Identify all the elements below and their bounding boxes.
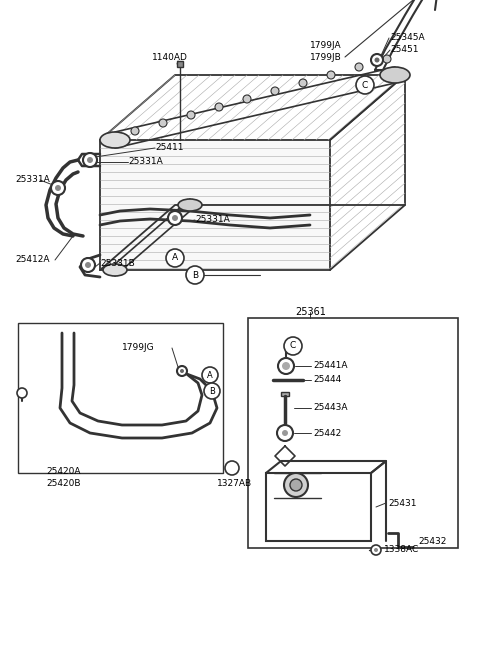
Text: 25442: 25442: [313, 428, 341, 438]
Circle shape: [277, 425, 293, 441]
Circle shape: [81, 258, 95, 272]
Circle shape: [271, 87, 279, 95]
Text: 25411: 25411: [155, 143, 183, 153]
Circle shape: [177, 366, 187, 376]
Circle shape: [55, 185, 61, 191]
Text: 25420A: 25420A: [46, 466, 81, 476]
Text: C: C: [290, 341, 296, 350]
Text: 25444: 25444: [313, 375, 341, 384]
Circle shape: [215, 103, 223, 111]
Circle shape: [383, 55, 391, 63]
Text: 25361: 25361: [295, 307, 326, 317]
Circle shape: [282, 362, 290, 370]
Text: 25441A: 25441A: [313, 362, 348, 371]
Circle shape: [371, 54, 383, 66]
Text: 25331B: 25331B: [100, 259, 135, 267]
Text: 25420B: 25420B: [46, 479, 81, 489]
Circle shape: [243, 95, 251, 103]
Circle shape: [284, 337, 302, 355]
Text: 25443A: 25443A: [313, 403, 348, 413]
Circle shape: [83, 153, 97, 167]
Circle shape: [186, 266, 204, 284]
Circle shape: [374, 548, 378, 552]
Circle shape: [87, 157, 93, 163]
Circle shape: [225, 461, 239, 475]
Circle shape: [356, 76, 374, 94]
Circle shape: [204, 383, 220, 399]
Circle shape: [284, 473, 308, 497]
Circle shape: [51, 181, 65, 195]
Circle shape: [180, 369, 184, 373]
Circle shape: [131, 127, 139, 135]
Circle shape: [85, 262, 91, 268]
Circle shape: [187, 111, 195, 119]
Circle shape: [166, 249, 184, 267]
Text: 1140AD: 1140AD: [152, 52, 188, 62]
Circle shape: [278, 358, 294, 374]
Circle shape: [299, 79, 307, 87]
Text: 1799JG: 1799JG: [122, 343, 155, 352]
Text: 25432: 25432: [418, 536, 446, 546]
Text: 25451: 25451: [390, 45, 419, 54]
Text: 1799JA: 1799JA: [310, 41, 342, 50]
Text: B: B: [209, 386, 215, 396]
Bar: [18, 323, 223, 473]
Text: 25431: 25431: [388, 498, 417, 508]
Circle shape: [282, 430, 288, 436]
Circle shape: [17, 388, 27, 398]
Bar: [281, 392, 289, 396]
Text: 1338AC: 1338AC: [384, 546, 419, 555]
Circle shape: [374, 58, 380, 62]
Text: A: A: [207, 371, 213, 379]
Circle shape: [355, 63, 363, 71]
Circle shape: [327, 71, 335, 79]
Bar: [177, 61, 183, 67]
Circle shape: [168, 211, 182, 225]
Text: 25345A: 25345A: [390, 33, 425, 43]
Ellipse shape: [178, 199, 202, 211]
Text: 1327AB: 1327AB: [217, 479, 252, 489]
Ellipse shape: [103, 264, 127, 276]
Circle shape: [290, 479, 302, 491]
Bar: [266, 473, 371, 541]
Text: 25331A: 25331A: [15, 176, 50, 185]
Circle shape: [202, 367, 218, 383]
Text: 25331A: 25331A: [195, 215, 230, 225]
Text: 1799JB: 1799JB: [310, 52, 342, 62]
Circle shape: [371, 545, 381, 555]
Bar: [248, 318, 458, 548]
Ellipse shape: [380, 67, 410, 83]
Text: A: A: [172, 253, 178, 263]
Text: 25331A: 25331A: [128, 157, 163, 166]
Circle shape: [172, 215, 178, 221]
Bar: [100, 140, 330, 270]
Circle shape: [159, 119, 167, 127]
Text: C: C: [362, 81, 368, 90]
Text: 25412A: 25412A: [15, 255, 49, 265]
Text: B: B: [192, 271, 198, 280]
Ellipse shape: [100, 132, 130, 148]
